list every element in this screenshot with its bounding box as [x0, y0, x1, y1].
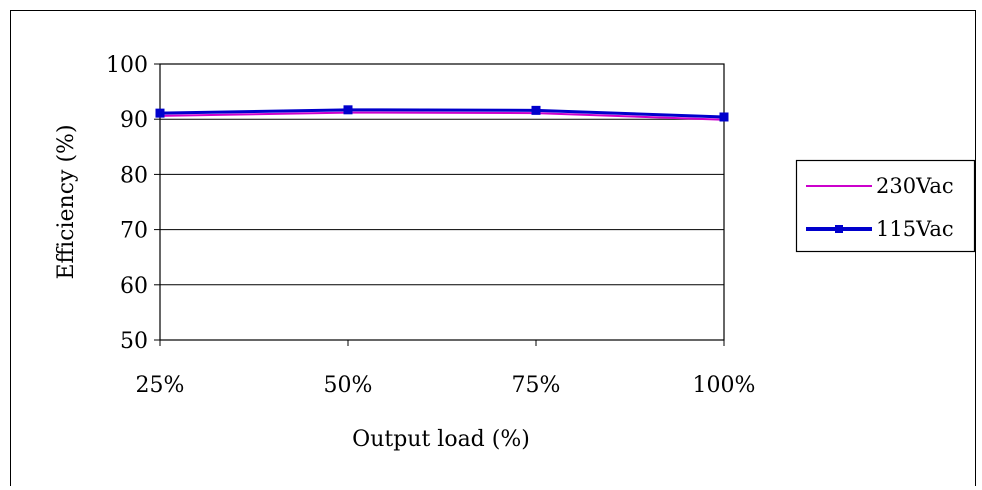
y-tick-label-50: 50 — [120, 329, 148, 354]
x-axis-title: Output load (%) — [352, 427, 530, 452]
legend-label-230Vac: 230Vac — [876, 174, 954, 198]
x-tick-label-0: 25% — [136, 373, 185, 398]
series-line-230Vac — [159, 111, 725, 121]
data-point-115Vac-1 — [343, 105, 353, 115]
y-tick-label-90: 90 — [120, 108, 148, 133]
data-point-115Vac-3 — [719, 112, 729, 122]
legend-item-115Vac: 115Vac — [806, 217, 954, 241]
legend-marker-115Vac — [835, 225, 843, 233]
legend-box — [795, 159, 976, 253]
legend-item-230Vac: 230Vac — [806, 174, 954, 198]
y-tick-label-100: 100 — [106, 53, 148, 78]
plot-area-border — [159, 63, 725, 341]
series-230Vac — [159, 111, 725, 121]
data-point-115Vac-0 — [155, 108, 165, 118]
y-tick-label-60: 60 — [120, 274, 148, 299]
series-lines — [155, 105, 729, 122]
y-tick-label-70: 70 — [120, 219, 148, 244]
x-tick-label-1: 50% — [324, 373, 373, 398]
y-tick-label-80: 80 — [120, 163, 148, 188]
series-115Vac — [155, 105, 729, 122]
data-point-115Vac-2 — [531, 105, 541, 115]
y-axis-title: Efficiency (%) — [54, 124, 79, 279]
grid-lines — [160, 118, 724, 286]
axes — [154, 63, 725, 346]
tick-labels: 50 60 70 80 90 100 25% 50% 75% 100% — [106, 53, 755, 398]
legend-label-115Vac: 115Vac — [876, 217, 954, 241]
series-line-115Vac — [159, 108, 725, 119]
x-tick-label-2: 75% — [512, 373, 561, 398]
legend: 230Vac 115Vac — [795, 159, 976, 253]
x-tick-label-3: 100% — [693, 373, 756, 398]
